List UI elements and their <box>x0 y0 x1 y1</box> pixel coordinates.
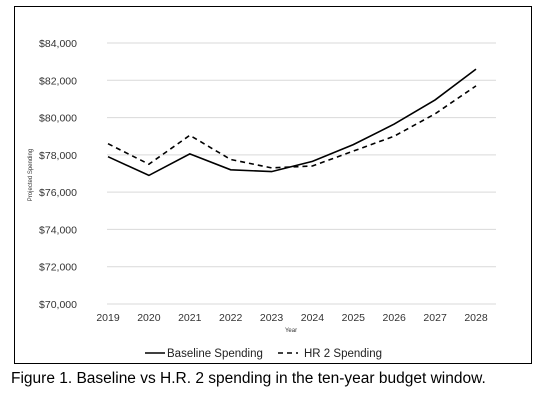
series-line-hr2-spending <box>107 85 477 169</box>
y-tick-label: $78,000 <box>39 150 77 162</box>
y-axis-ticks: $70,000 $72,000 $74,000 $76,000 $78,000 $80,0… <box>39 38 77 311</box>
x-tick-label: 2022 <box>219 312 243 324</box>
x-tick-label: 2027 <box>423 312 447 324</box>
x-tick-label: 2024 <box>301 312 325 324</box>
legend: Baseline Spending HR 2 Spending <box>145 348 382 360</box>
legend-label: HR 2 Spending <box>304 348 382 360</box>
x-tick-label: 2021 <box>178 312 202 324</box>
series-line-baseline-spending <box>107 68 477 177</box>
y-tick-label: $76,000 <box>39 187 77 199</box>
y-tick-label: $80,000 <box>39 113 77 125</box>
y-tick-label: $82,000 <box>39 75 77 87</box>
y-axis-label: Projected Spending <box>28 149 34 201</box>
x-tick-label: 2023 <box>260 312 284 324</box>
x-tick-label: 2019 <box>96 312 120 324</box>
line-chart: $70,000 $72,000 $74,000 $76,000 $78,000 $80,0… <box>28 38 496 360</box>
legend-label: Baseline Spending <box>167 348 263 360</box>
y-tick-label: $74,000 <box>39 224 77 236</box>
x-axis-label: Year <box>285 328 297 334</box>
x-tick-label: 2025 <box>342 312 366 324</box>
x-tick-label: 2020 <box>137 312 161 324</box>
figure-frame: $70,000 $72,000 $74,000 $76,000 $78,000 $80,0… <box>14 6 532 364</box>
y-tick-label: $70,000 <box>39 299 77 311</box>
x-tick-label: 2028 <box>464 312 488 324</box>
x-tick-label: 2026 <box>383 312 407 324</box>
x-axis-ticks: 2019 2020 2021 2022 2023 2024 2025 2026 2027 2028 <box>96 312 488 324</box>
y-tick-label: $84,000 <box>39 38 77 50</box>
figure-caption: Figure 1. Baseline vs H.R. 2 spending in… <box>11 370 486 387</box>
series-lines <box>107 68 477 177</box>
y-tick-label: $72,000 <box>39 262 77 274</box>
gridlines <box>107 42 496 305</box>
